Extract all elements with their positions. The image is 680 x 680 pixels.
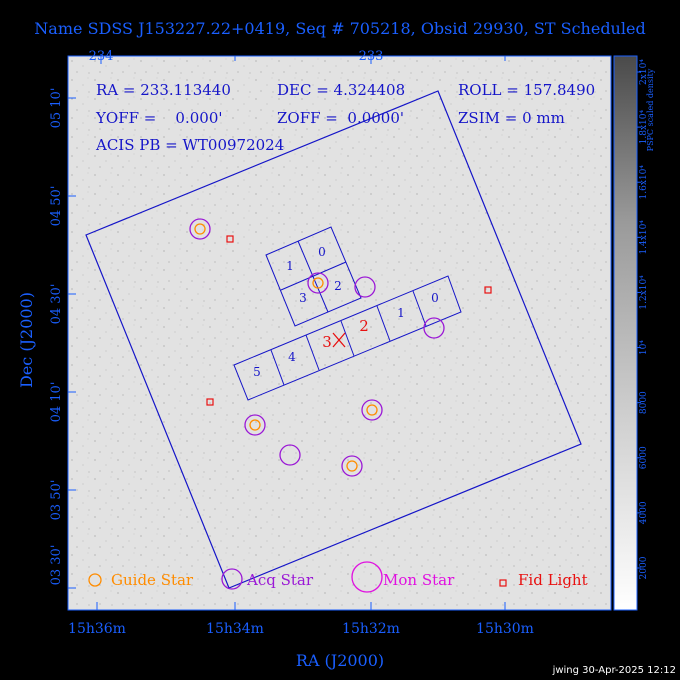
chip-label: 3 (322, 333, 332, 351)
ra-value: RA = 233.113440 (96, 81, 231, 99)
acis-value: ACIS PB = WT00972024 (95, 136, 284, 154)
mon-legend-icon (351, 561, 383, 593)
fid-light (206, 398, 214, 406)
colorbar-tick-label: 2000 (639, 556, 649, 579)
colorbar-tick-label: 8000 (639, 391, 649, 414)
x-axis-label: RA (J2000) (296, 651, 384, 670)
yoff-value: YOFF = 0.000' (95, 109, 223, 127)
chip-label: 5 (253, 365, 261, 379)
legend-guide: Guide Star (111, 571, 194, 589)
y-tick-label: 03 50' (49, 480, 64, 521)
zsim-value: ZSIM = 0 mm (458, 109, 565, 127)
guide-star (361, 399, 383, 421)
observation-info: RA = 233.113440 DEC = 4.324408 ROLL = 15… (95, 81, 595, 154)
top-tick-label: 233 (359, 49, 384, 64)
colorbar-tick-label: 10⁴ (639, 340, 649, 355)
y-tick-label: 04 10' (49, 382, 64, 423)
legend: Guide Star Acq Star Mon Star Fid Light (88, 561, 588, 593)
chip-label: 3 (299, 291, 307, 305)
chip-label: 4 (288, 350, 296, 364)
guide-legend-icon (88, 573, 102, 587)
colorbar: 2000 4000 6000 8000 10⁴ 1.2x10⁴ 1.4x10⁴ 1.6x10⁴… (613, 55, 655, 611)
chip-label: 1 (286, 259, 294, 273)
y-tick-label: 03 30' (49, 545, 64, 586)
chip-label: 0 (318, 245, 326, 259)
plot-title: Name SDSS J153227.22+0419, Seq # 705218,… (34, 19, 645, 38)
footer-stamp: jwing 30-Apr-2025 12:12 (552, 665, 676, 676)
top-tick-label: 234 (89, 49, 114, 64)
x-tick-label: 15h30m (476, 621, 534, 637)
x-axis: 15h36m 15h34m 15h32m 15h30m RA (J2000) (68, 602, 534, 670)
acq-star (354, 276, 376, 298)
y-tick-label: 05 10' (49, 88, 64, 129)
x-tick-label: 15h32m (342, 621, 400, 637)
dec-value: DEC = 4.324408 (277, 81, 405, 99)
colorbar-tick-label: 4000 (639, 501, 649, 524)
acq-star (279, 444, 301, 466)
colorbar-tick-label: 1.6x10⁴ (639, 165, 649, 200)
guide-star (244, 414, 266, 436)
x-tick-label: 15h34m (206, 621, 264, 637)
chip-label: 0 (431, 291, 439, 305)
acis-s-chips (233, 275, 462, 401)
fid-light (226, 235, 234, 243)
zoff-value: ZOFF = 0.0000' (277, 109, 404, 127)
roll-value: ROLL = 157.8490 (458, 81, 595, 99)
fid-light (484, 286, 492, 294)
y-axis-label: Dec (J2000) (17, 292, 36, 388)
x-tick-label: 15h36m (68, 621, 126, 637)
colorbar-tick-label: 6000 (639, 446, 649, 469)
colorbar-tick-label: 1.8x10⁴ (639, 109, 649, 144)
colorbar-label: PSPC scaled density (646, 68, 655, 151)
legend-mon: Mon Star (383, 571, 455, 589)
chip-label: 2 (359, 317, 369, 335)
legend-acq: Acq Star (246, 571, 314, 589)
chip-label: 1 (397, 306, 405, 320)
acq-star (423, 317, 445, 339)
y-axis: 05 10' 04 50' 04 30' 04 10' 03 50' 03 30… (17, 88, 76, 589)
colorbar-tick-label: 2x10⁴ (639, 59, 649, 85)
y-tick-label: 04 50' (49, 186, 64, 227)
guide-star (307, 272, 329, 294)
y-tick-label: 04 30' (49, 284, 64, 325)
guide-star (341, 455, 363, 477)
field-of-view (85, 90, 582, 589)
guide-star (189, 218, 211, 240)
colorbar-tick-label: 1.2x10⁴ (639, 275, 649, 310)
legend-fid: Fid Light (518, 571, 588, 589)
acis-i-chips (265, 226, 362, 327)
colorbar-tick-label: 1.4x10⁴ (639, 220, 649, 255)
sky-image (67, 55, 612, 611)
top-axis: 234 233 (89, 49, 506, 64)
target-marker (332, 332, 346, 348)
acq-legend-icon (221, 568, 243, 590)
fid-legend-icon (499, 579, 507, 587)
chip-label: 2 (334, 279, 342, 293)
